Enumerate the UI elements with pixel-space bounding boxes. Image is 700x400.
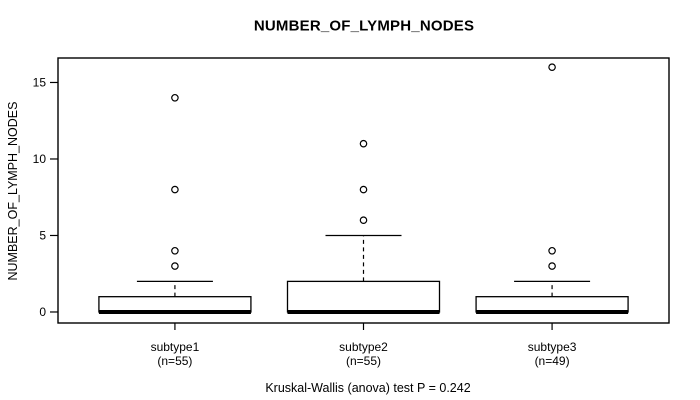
outlier-point xyxy=(548,262,556,270)
outlier-point xyxy=(359,139,368,148)
outlier-point xyxy=(171,246,179,255)
outlier-point xyxy=(548,246,556,255)
group-count-label: (n=55) xyxy=(157,354,192,368)
iqr-box xyxy=(98,296,252,313)
outlier-point xyxy=(548,63,556,71)
outlier-point xyxy=(359,185,368,194)
group-label: subtype1 xyxy=(151,340,200,354)
group-count-label: (n=55) xyxy=(346,354,381,368)
y-tick-label: 5 xyxy=(39,228,46,242)
outlier-point xyxy=(171,185,179,194)
kruskal-wallis-annotation: Kruskal-Wallis (anova) test P = 0.242 xyxy=(265,381,471,395)
outlier-point xyxy=(171,262,179,270)
iqr-box xyxy=(286,280,441,313)
group-count-label: (n=49) xyxy=(535,354,570,368)
y-tick-label: 10 xyxy=(33,152,47,166)
group-label: subtype2 xyxy=(339,340,388,354)
outlier-point xyxy=(171,93,179,102)
group-label: subtype3 xyxy=(528,340,577,354)
y-tick-label: 15 xyxy=(33,75,47,89)
outlier-point xyxy=(359,216,368,224)
iqr-box xyxy=(475,296,629,313)
y-tick-label: 0 xyxy=(39,305,46,319)
y-axis-title: NUMBER_OF_LYMPH_NODES xyxy=(6,101,20,281)
chart-title: NUMBER_OF_LYMPH_NODES xyxy=(253,17,475,35)
